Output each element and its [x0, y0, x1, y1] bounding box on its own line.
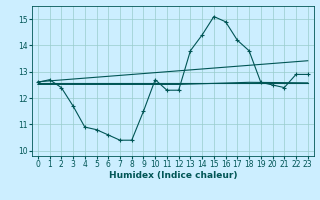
X-axis label: Humidex (Indice chaleur): Humidex (Indice chaleur) [108, 171, 237, 180]
